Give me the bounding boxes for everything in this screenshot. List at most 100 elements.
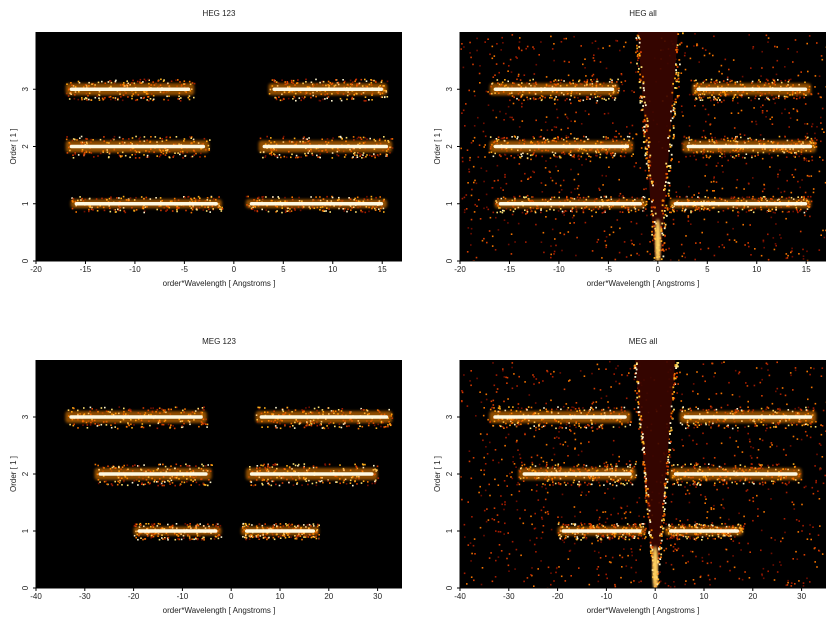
band-pixel (339, 97, 342, 100)
noise-pixel (811, 123, 814, 125)
band-pixel (798, 97, 801, 100)
band-pixel (355, 79, 357, 81)
noise-pixel (686, 45, 688, 48)
band-pixel (294, 464, 297, 467)
band-pixel (535, 155, 537, 158)
band-pixel (732, 209, 734, 212)
y-tick-label: 2 (445, 144, 454, 149)
band-pixel (704, 137, 707, 139)
noise-pixel (820, 55, 823, 57)
band-pixel (749, 137, 751, 139)
band-pixel (793, 155, 795, 158)
noise-pixel (669, 259, 672, 261)
noise-pixel (465, 208, 468, 210)
order-band-3 (489, 78, 813, 102)
v-pixel (667, 181, 670, 184)
band-pixel (698, 96, 701, 99)
band-pixel (391, 147, 394, 149)
band-pixel (161, 537, 163, 539)
noise-pixel (483, 237, 485, 240)
band-pixel (319, 81, 321, 84)
band-pixel (262, 195, 265, 198)
band-pixel (613, 135, 616, 138)
band-pixel (293, 97, 296, 99)
band-pixel (114, 99, 117, 101)
band-pixel (599, 153, 602, 156)
band-pixel (305, 138, 307, 140)
band-pixel (151, 525, 154, 527)
band-pixel (349, 79, 352, 82)
band-pixel (217, 537, 220, 540)
noise-pixel (493, 55, 496, 57)
band-pixel (287, 97, 290, 100)
band-pixel (795, 98, 798, 100)
noise-pixel (652, 239, 654, 242)
band-pixel (322, 98, 324, 101)
v-pixel (676, 46, 678, 49)
band-pixel (700, 97, 703, 99)
band-pixel (711, 136, 713, 139)
band-pixel (391, 138, 394, 140)
v-pixel (670, 144, 673, 147)
band-pixel (337, 154, 340, 157)
band-pixel (501, 81, 504, 84)
band-pixel (371, 207, 373, 210)
noise-pixel (717, 101, 719, 104)
v-pixel (638, 36, 640, 39)
noise-pixel (755, 123, 758, 126)
band-pixel (365, 155, 367, 158)
band-pixel (151, 523, 153, 526)
chart-title: HEG all (629, 9, 657, 18)
noise-pixel (484, 156, 486, 158)
v-pixel (641, 95, 644, 98)
band-pixel (284, 81, 286, 83)
band-pixel (696, 208, 698, 211)
noise-pixel (689, 57, 692, 60)
band-pixel (247, 195, 249, 198)
noise-pixel (492, 76, 495, 78)
band-pixel (698, 97, 701, 100)
band-pixel (310, 536, 313, 539)
band-pixel (349, 479, 352, 482)
noise-pixel (570, 133, 572, 135)
band-pixel (312, 94, 314, 97)
v-pixel (668, 150, 670, 152)
noise-pixel (518, 46, 520, 49)
band-pixel (315, 537, 318, 540)
band-pixel (152, 407, 154, 409)
v-pixel (651, 182, 653, 185)
noise-pixel (509, 116, 511, 119)
v-pixel (648, 160, 651, 163)
v-pixel (660, 249, 663, 252)
noise-pixel (690, 223, 692, 225)
band-pixel (317, 523, 319, 526)
band-pixel (768, 99, 771, 101)
band-pixel (152, 98, 155, 101)
v-pixel (664, 234, 666, 237)
band-pixel (699, 94, 701, 97)
band-pixel (81, 197, 83, 200)
noise-pixel (592, 57, 595, 59)
band-pixel (363, 156, 365, 159)
band-pixel (197, 408, 200, 411)
noise-pixel (806, 259, 809, 261)
noise-pixel (623, 90, 625, 92)
noise-pixel (554, 155, 557, 158)
band-pixel (532, 78, 534, 81)
v-pixel (676, 51, 678, 54)
noise-pixel (727, 159, 729, 162)
band-pixel (134, 157, 137, 159)
noise-pixel (591, 75, 594, 77)
band-pixel (360, 210, 363, 213)
band-pixel (307, 152, 309, 154)
x-tick-label: -5 (605, 265, 613, 274)
noise-pixel (574, 120, 576, 123)
band-pixel (376, 465, 379, 468)
band-pixel (709, 96, 711, 99)
band-pixel (793, 97, 795, 99)
band-pixel (357, 152, 360, 154)
noise-pixel (723, 246, 725, 249)
x-tick-label: -20 (454, 265, 466, 274)
band-pixel (357, 136, 360, 139)
noise-pixel (700, 248, 702, 251)
